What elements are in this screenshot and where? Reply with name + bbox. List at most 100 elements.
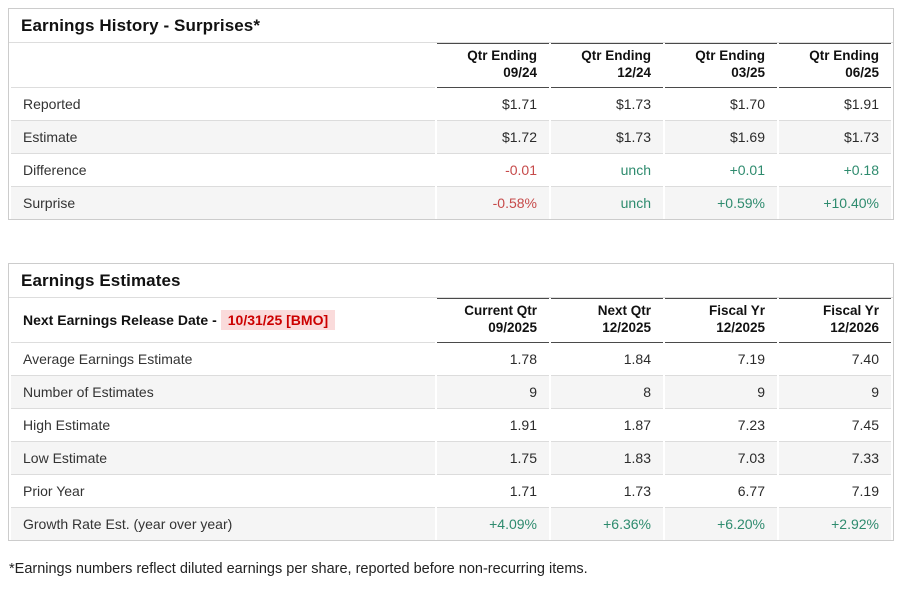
table-row: Average Earnings Estimate 1.78 1.84 7.19 7.4… [11,343,891,376]
cell-value: 7.45 [779,409,891,442]
column-header-qtr-0625: Qtr Ending 06/25 [779,43,891,88]
earnings-history-body: Reported $1.71 $1.73 $1.70 $1.91 Estimate $1.7… [11,88,891,219]
cell-value: 1.78 [437,343,549,376]
cell-value: $1.71 [437,88,549,121]
cell-value: +2.92% [779,507,891,540]
table-row: High Estimate 1.91 1.87 7.23 7.45 [11,409,891,442]
cell-value: +0.59% [665,186,777,219]
earnings-estimates-table: Next Earnings Release Date -10/31/25 [BM… [9,297,893,540]
cell-value: 7.03 [665,441,777,475]
cell-value: +0.18 [779,154,891,187]
table-row: Estimate $1.72 $1.73 $1.69 $1.73 [11,120,891,154]
cell-value: $1.73 [779,120,891,154]
column-header-current-qtr: Current Qtr 09/2025 [437,297,549,343]
cell-value: unch [551,186,663,219]
column-header-fiscal-yr-2026: Fiscal Yr 12/2026 [779,297,891,343]
table-row: Reported $1.71 $1.73 $1.70 $1.91 [11,88,891,121]
column-header-line1: Qtr Ending [581,48,651,63]
column-header-line2: 12/2026 [830,319,879,335]
row-label: Estimate [11,120,435,154]
cell-value: 7.19 [665,343,777,376]
column-header-line2: 09/2025 [488,319,537,335]
earnings-estimates-body: Average Earnings Estimate 1.78 1.84 7.19 7.4… [11,343,891,540]
column-header-line2: 03/25 [731,64,765,80]
cell-value: 1.73 [551,475,663,508]
cell-value: +6.20% [665,507,777,540]
table-row: Surprise -0.58% unch +0.59% +10.40% [11,186,891,219]
earnings-history-title: Earnings History - Surprises* [9,9,893,43]
cell-value: 1.75 [437,441,549,475]
cell-value: +10.40% [779,186,891,219]
cell-value: 1.83 [551,441,663,475]
cell-value: -0.01 [437,154,549,187]
row-label: Surprise [11,186,435,219]
cell-value: $1.73 [551,120,663,154]
table-row: Prior Year 1.71 1.73 6.77 7.19 [11,475,891,508]
cell-value: 7.33 [779,441,891,475]
earnings-estimates-panel: Earnings Estimates Next Earnings Release… [8,262,894,541]
cell-value: $1.73 [551,88,663,121]
cell-value: $1.69 [665,120,777,154]
column-header-line1: Qtr Ending [467,48,537,63]
table-row: Growth Rate Est. (year over year) +4.09% +… [11,507,891,540]
cell-value: $1.72 [437,120,549,154]
cell-value: 9 [437,375,549,409]
row-label: High Estimate [11,409,435,442]
cell-value: 7.40 [779,343,891,376]
row-label: Average Earnings Estimate [11,343,435,376]
cell-value: 1.71 [437,475,549,508]
next-earnings-release-label: Next Earnings Release Date -10/31/25 [BM… [23,309,336,330]
column-header-line2: 06/25 [845,64,879,80]
column-header-next-qtr: Next Qtr 12/2025 [551,297,663,343]
column-header-line1: Current Qtr [464,302,537,318]
cell-value: 8 [551,375,663,409]
column-header-line1: Fiscal Yr [708,302,765,318]
column-header-line2: 09/24 [503,64,537,80]
row-label: Low Estimate [11,441,435,475]
column-header-qtr-0325: Qtr Ending 03/25 [665,43,777,88]
cell-value: $1.70 [665,88,777,121]
release-label-text: Next Earnings Release Date - [23,311,217,328]
cell-value: 6.77 [665,475,777,508]
column-header-line1: Qtr Ending [809,48,879,63]
row-label: Reported [11,88,435,121]
column-header-fiscal-yr-2025: Fiscal Yr 12/2025 [665,297,777,343]
table-row: Number of Estimates 9 8 9 9 [11,375,891,409]
cell-value: 1.87 [551,409,663,442]
cell-value: unch [551,154,663,187]
earnings-history-panel: Earnings History - Surprises* Qtr Ending… [8,8,894,220]
cell-value: 7.19 [779,475,891,508]
cell-value: $1.91 [779,88,891,121]
cell-value: +4.09% [437,507,549,540]
cell-value: +0.01 [665,154,777,187]
column-header-line1: Qtr Ending [695,48,765,63]
row-label: Number of Estimates [11,375,435,409]
earnings-history-table: Qtr Ending 09/24 Qtr Ending 12/24 Qtr En… [9,43,893,219]
table-row: Low Estimate 1.75 1.83 7.03 7.33 [11,441,891,475]
earnings-estimates-title: Earnings Estimates [9,264,893,298]
cell-value: 9 [665,375,777,409]
release-date-badge: 10/31/25 [BMO] [220,309,336,330]
header-spacer-cell [11,43,435,88]
earnings-history-header-row: Qtr Ending 09/24 Qtr Ending 12/24 Qtr En… [11,43,891,88]
cell-value: -0.58% [437,186,549,219]
next-earnings-release-cell: Next Earnings Release Date -10/31/25 [BM… [11,298,435,343]
column-header-line2: 12/2025 [602,319,651,335]
cell-value: 1.84 [551,343,663,376]
cell-value: 1.91 [437,409,549,442]
row-label: Difference [11,154,435,187]
column-header-line2: 12/24 [617,64,651,80]
earnings-estimates-header-row: Next Earnings Release Date -10/31/25 [BM… [11,297,891,343]
table-row: Difference -0.01 unch +0.01 +0.18 [11,154,891,187]
row-label: Prior Year [11,475,435,508]
cell-value: 9 [779,375,891,409]
column-header-qtr-0924: Qtr Ending 09/24 [437,43,549,88]
row-label: Growth Rate Est. (year over year) [11,507,435,540]
column-header-line1: Next Qtr [597,302,651,318]
column-header-qtr-1224: Qtr Ending 12/24 [551,43,663,88]
earnings-footnote: *Earnings numbers reflect diluted earnin… [9,560,588,577]
cell-value: +6.36% [551,507,663,540]
column-header-line1: Fiscal Yr [822,302,879,318]
cell-value: 7.23 [665,409,777,442]
